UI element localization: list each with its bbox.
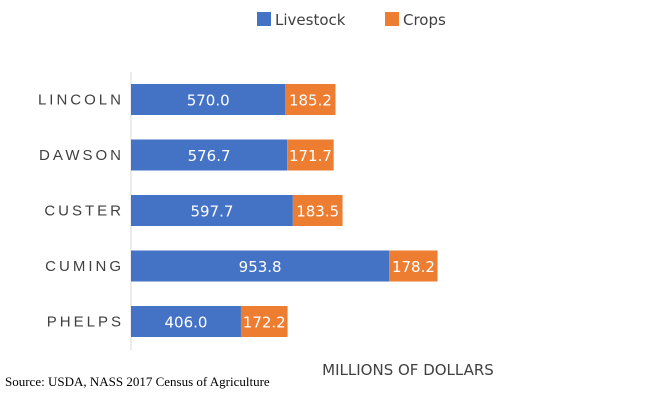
data-label-livestock: 570.0 xyxy=(187,92,230,110)
bar-crops xyxy=(287,139,334,171)
category-label: CUSTER xyxy=(44,203,124,220)
data-label-crops: 172.2 xyxy=(243,314,286,332)
bar-livestock xyxy=(131,250,390,282)
legend-label-crops: Crops xyxy=(403,11,446,29)
legend: Livestock Crops xyxy=(257,11,446,29)
bar-crops xyxy=(389,250,438,282)
data-label-crops: 183.5 xyxy=(296,203,339,221)
legend-swatch-crops xyxy=(385,12,399,26)
data-label-livestock: 576.7 xyxy=(188,147,231,165)
data-label-crops: 171.7 xyxy=(289,147,332,165)
bar-livestock xyxy=(131,195,293,226)
category-label: DAWSON xyxy=(39,147,124,164)
bar-livestock xyxy=(131,306,241,337)
category-labels: LINCOLN DAWSON CUSTER CUMING PHELPS xyxy=(38,92,124,331)
legend-swatch-livestock xyxy=(257,12,271,26)
bar-crops xyxy=(285,84,336,115)
bar-crops xyxy=(240,306,288,337)
category-label: LINCOLN xyxy=(38,92,124,109)
data-label-livestock: 597.7 xyxy=(190,203,233,221)
data-label-crops: 185.2 xyxy=(289,92,332,110)
bar-crops xyxy=(292,195,343,226)
data-label-crops: 178.2 xyxy=(392,258,435,276)
data-label-livestock: 406.0 xyxy=(164,314,207,332)
legend-label-livestock: Livestock xyxy=(275,11,346,29)
bars: 570.0 185.2 576.7 171.7 597.7 183.5 953.8 178.2… xyxy=(131,84,438,337)
data-label-livestock: 953.8 xyxy=(239,258,282,276)
category-label: PHELPS xyxy=(47,314,124,331)
x-axis-label: MILLIONS OF DOLLARS xyxy=(322,361,494,379)
category-label: CUMING xyxy=(45,258,124,275)
bar-livestock xyxy=(131,84,286,115)
bar-livestock xyxy=(131,139,288,171)
source-note: Source: USDA, NASS 2017 Census of Agricu… xyxy=(5,374,270,389)
